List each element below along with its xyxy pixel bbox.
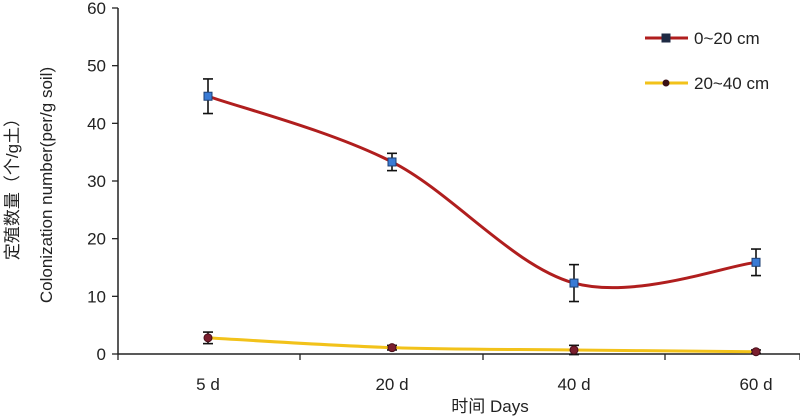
y-axis-label-chinese: 定殖数量（个/g土） xyxy=(3,110,22,260)
y-tick-label: 50 xyxy=(87,57,106,76)
y-tick-label: 10 xyxy=(87,287,106,306)
data-point xyxy=(569,345,579,355)
x-tick-label: 40 d xyxy=(557,375,590,394)
legend: 0~20 cm 20~40 cm xyxy=(645,29,769,93)
data-point xyxy=(203,333,213,343)
data-point xyxy=(203,91,213,101)
data-point xyxy=(751,347,761,357)
legend-label: 20~40 cm xyxy=(694,74,769,93)
y-tick-label: 0 xyxy=(97,345,106,364)
y-axis-label-english: Colonization number(per/g soil) xyxy=(37,67,56,303)
y-tick-label: 20 xyxy=(87,230,106,249)
legend-marker xyxy=(661,33,671,43)
data-point xyxy=(569,278,579,288)
y-tick-label: 30 xyxy=(87,172,106,191)
x-tick-label: 20 d xyxy=(375,375,408,394)
y-tick-label: 40 xyxy=(87,114,106,133)
y-tick-label: 60 xyxy=(87,0,106,18)
x-axis-label: 时间 Days xyxy=(451,397,528,416)
series-line xyxy=(207,94,757,290)
data-point xyxy=(387,343,397,353)
axes: 0 10 20 30 40 50 60 5 d 20 d 40 d 60 d xyxy=(87,0,800,394)
legend-marker xyxy=(662,79,670,87)
series-line xyxy=(207,336,757,354)
plot-area xyxy=(203,78,761,357)
data-point xyxy=(387,157,397,167)
x-tick-label: 5 d xyxy=(196,375,220,394)
data-point xyxy=(751,257,761,267)
legend-label: 0~20 cm xyxy=(694,29,760,48)
x-tick-label: 60 d xyxy=(739,375,772,394)
